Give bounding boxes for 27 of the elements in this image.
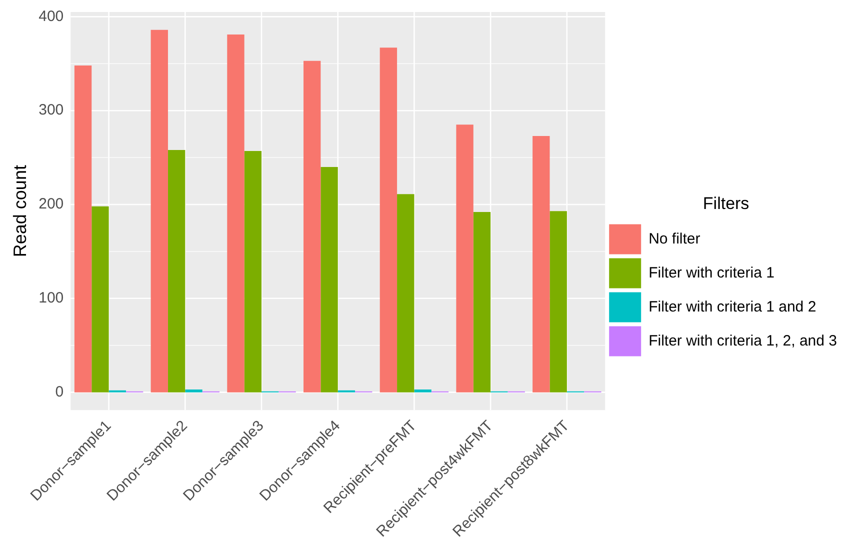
bar — [74, 66, 92, 392]
bar — [473, 212, 491, 392]
bar — [185, 390, 202, 392]
bar — [414, 390, 432, 392]
legend-label: Filter with criteria 1 and 2 — [648, 298, 816, 316]
bar — [532, 136, 550, 392]
bar — [244, 150, 262, 392]
bar — [456, 124, 474, 392]
bar — [227, 34, 244, 392]
bar — [550, 211, 567, 392]
y-tick-label: 0 — [55, 383, 64, 400]
bar — [397, 194, 414, 392]
legend-label: No filter — [648, 230, 700, 248]
y-tick-label: 100 — [38, 290, 64, 307]
legend-label: Filter with criteria 1 — [648, 264, 774, 282]
bar — [380, 48, 398, 392]
y-tick-label: 300 — [38, 102, 64, 119]
bar — [304, 60, 321, 392]
legend-label: Filter with criteria 1, 2, and 3 — [648, 332, 838, 350]
bar — [92, 206, 109, 392]
y-tick-label: 200 — [38, 196, 64, 213]
bar — [150, 30, 168, 392]
y-tick-label: 400 — [38, 8, 64, 25]
bar — [320, 166, 338, 392]
bar — [168, 150, 186, 392]
y-axis-title: Read count — [10, 165, 30, 258]
legend-title: Filters — [702, 194, 750, 213]
